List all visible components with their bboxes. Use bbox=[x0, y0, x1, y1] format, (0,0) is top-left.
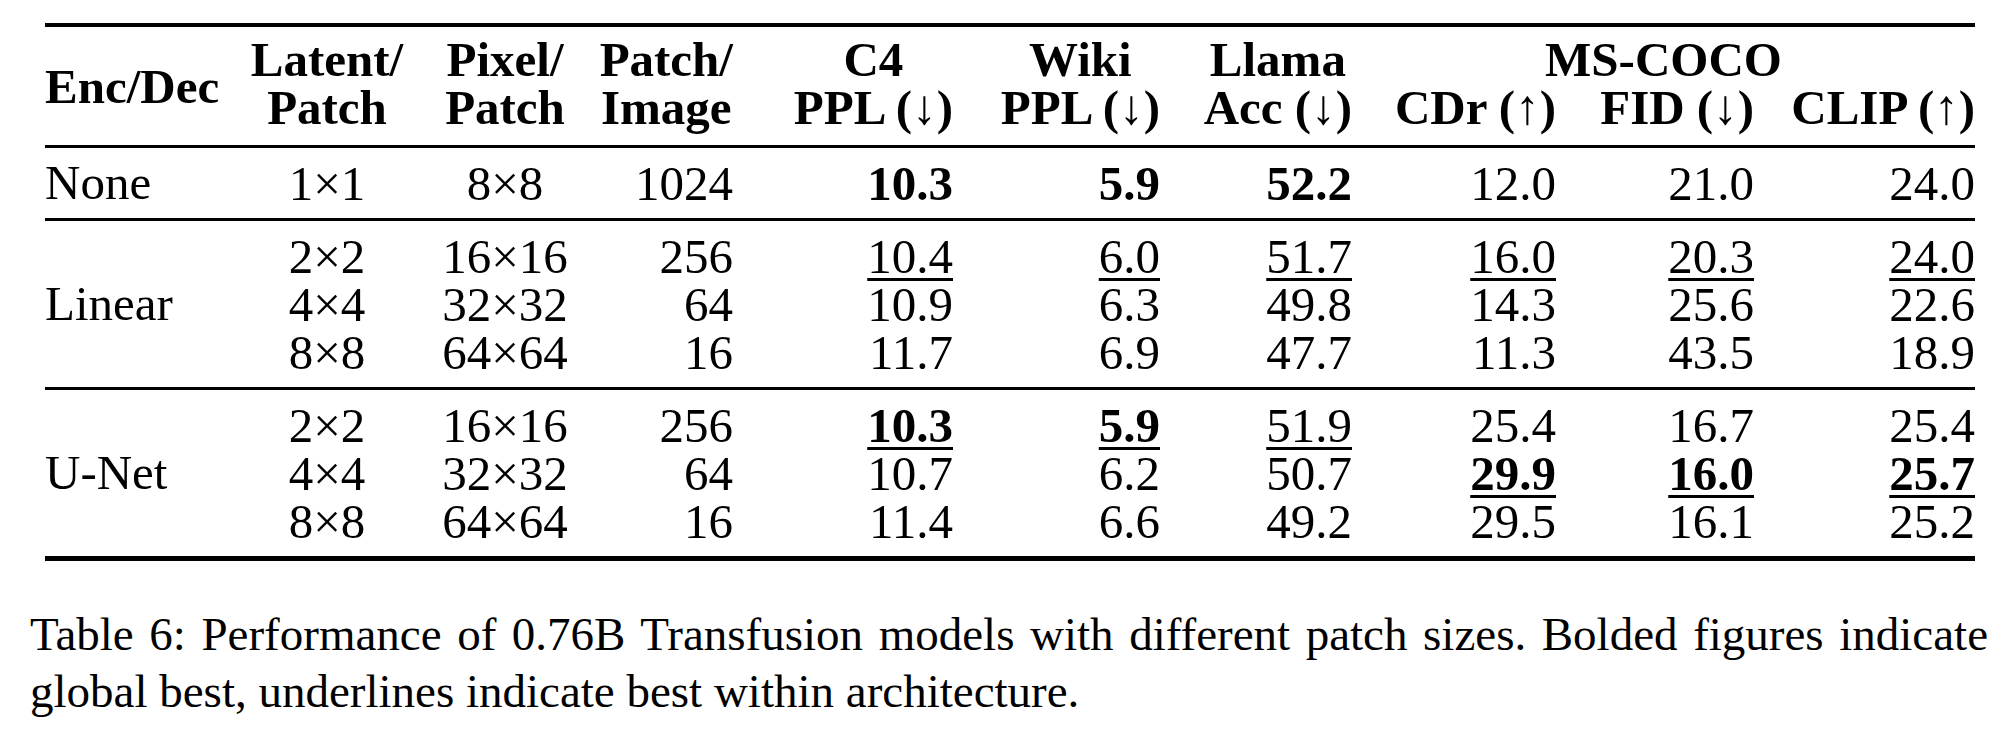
value-cell: 10.9 bbox=[733, 281, 953, 329]
value-cell: 11.3 bbox=[1352, 329, 1556, 389]
value-cell: 47.7 bbox=[1160, 329, 1352, 389]
value-cell: 5.9 bbox=[953, 388, 1160, 450]
value-cell: 16×16 bbox=[419, 219, 591, 281]
value-cell: 64 bbox=[591, 450, 733, 498]
group-label: None bbox=[45, 146, 235, 219]
value-cell: 25.6 bbox=[1556, 281, 1754, 329]
value-cell: 10.3 bbox=[733, 146, 953, 219]
table-row: U-Net2×216×1625610.35.951.925.416.725.4 bbox=[45, 388, 1975, 450]
value-cell: 49.2 bbox=[1160, 498, 1352, 559]
value-cell: 8×8 bbox=[419, 146, 591, 219]
results-table: Enc/Dec Latent/Patch Pixel/Patch Patch/I… bbox=[45, 23, 1975, 561]
value-cell: 51.7 bbox=[1160, 219, 1352, 281]
value-cell: 52.2 bbox=[1160, 146, 1352, 219]
value-cell: 6.6 bbox=[953, 498, 1160, 559]
value-cell: 64×64 bbox=[419, 498, 591, 559]
value-cell: 2×2 bbox=[235, 388, 419, 450]
col-header-patch-image: Patch/Image bbox=[591, 25, 733, 146]
table-caption: Table 6: Performance of 0.76B Transfusio… bbox=[30, 606, 1988, 720]
table-group-none: None1×18×8102410.35.952.212.021.024.0 bbox=[45, 146, 1975, 219]
value-cell: 6.9 bbox=[953, 329, 1160, 389]
caption-line-1: Table 6: Performance of 0.76B Transfusio… bbox=[30, 606, 1988, 663]
value-cell: 10.7 bbox=[733, 450, 953, 498]
table-row: Linear2×216×1625610.46.051.716.020.324.0 bbox=[45, 219, 1975, 281]
value-cell: 16.0 bbox=[1556, 450, 1754, 498]
value-cell: 24.0 bbox=[1754, 219, 1975, 281]
value-cell: 256 bbox=[591, 219, 733, 281]
header-row-1: Enc/Dec Latent/Patch Pixel/Patch Patch/I… bbox=[45, 25, 1975, 84]
value-cell: 12.0 bbox=[1352, 146, 1556, 219]
col-header-c4-ppl: C4PPL (↓) bbox=[733, 25, 953, 146]
table-row: 4×432×326410.96.349.814.325.622.6 bbox=[45, 281, 1975, 329]
table-row: None1×18×8102410.35.952.212.021.024.0 bbox=[45, 146, 1975, 219]
col-header-pixel-patch: Pixel/Patch bbox=[419, 25, 591, 146]
col-header-fid: FID (↓) bbox=[1556, 84, 1754, 146]
value-cell: 22.6 bbox=[1754, 281, 1975, 329]
value-cell: 10.4 bbox=[733, 219, 953, 281]
value-cell: 16×16 bbox=[419, 388, 591, 450]
table-group-u-net: U-Net2×216×1625610.35.951.925.416.725.44… bbox=[45, 388, 1975, 558]
results-table-wrapper: Enc/Dec Latent/Patch Pixel/Patch Patch/I… bbox=[45, 23, 1975, 561]
value-cell: 16.1 bbox=[1556, 498, 1754, 559]
value-cell: 32×32 bbox=[419, 281, 591, 329]
group-label: Linear bbox=[45, 219, 235, 388]
table-row: 8×864×641611.76.947.711.343.518.9 bbox=[45, 329, 1975, 389]
value-cell: 64 bbox=[591, 281, 733, 329]
value-cell: 4×4 bbox=[235, 281, 419, 329]
value-cell: 51.9 bbox=[1160, 388, 1352, 450]
value-cell: 16.0 bbox=[1352, 219, 1556, 281]
caption-line-2: global best, underlines indicate best wi… bbox=[30, 663, 1988, 720]
value-cell: 6.2 bbox=[953, 450, 1160, 498]
value-cell: 2×2 bbox=[235, 219, 419, 281]
value-cell: 24.0 bbox=[1754, 146, 1975, 219]
value-cell: 8×8 bbox=[235, 498, 419, 559]
value-cell: 8×8 bbox=[235, 329, 419, 389]
group-label: U-Net bbox=[45, 388, 235, 558]
value-cell: 25.7 bbox=[1754, 450, 1975, 498]
col-header-llama-acc: LlamaAcc (↓) bbox=[1160, 25, 1352, 146]
value-cell: 29.5 bbox=[1352, 498, 1556, 559]
table-row: 4×432×326410.76.250.729.916.025.7 bbox=[45, 450, 1975, 498]
col-header-latent-patch: Latent/Patch bbox=[235, 25, 419, 146]
value-cell: 32×32 bbox=[419, 450, 591, 498]
table-header: Enc/Dec Latent/Patch Pixel/Patch Patch/I… bbox=[45, 25, 1975, 146]
value-cell: 16 bbox=[591, 498, 733, 559]
value-cell: 18.9 bbox=[1754, 329, 1975, 389]
col-header-clip: CLIP (↑) bbox=[1754, 84, 1975, 146]
value-cell: 6.3 bbox=[953, 281, 1160, 329]
value-cell: 11.7 bbox=[733, 329, 953, 389]
value-cell: 20.3 bbox=[1556, 219, 1754, 281]
value-cell: 49.8 bbox=[1160, 281, 1352, 329]
value-cell: 25.4 bbox=[1754, 388, 1975, 450]
value-cell: 25.2 bbox=[1754, 498, 1975, 559]
value-cell: 256 bbox=[591, 388, 733, 450]
value-cell: 16 bbox=[591, 329, 733, 389]
value-cell: 29.9 bbox=[1352, 450, 1556, 498]
col-header-cdr: CDr (↑) bbox=[1352, 84, 1556, 146]
value-cell: 4×4 bbox=[235, 450, 419, 498]
value-cell: 64×64 bbox=[419, 329, 591, 389]
col-group-header-ms-coco: MS-COCO bbox=[1352, 25, 1975, 84]
value-cell: 1024 bbox=[591, 146, 733, 219]
value-cell: 21.0 bbox=[1556, 146, 1754, 219]
value-cell: 11.4 bbox=[733, 498, 953, 559]
value-cell: 1×1 bbox=[235, 146, 419, 219]
value-cell: 6.0 bbox=[953, 219, 1160, 281]
table-group-linear: Linear2×216×1625610.46.051.716.020.324.0… bbox=[45, 219, 1975, 388]
value-cell: 25.4 bbox=[1352, 388, 1556, 450]
value-cell: 5.9 bbox=[953, 146, 1160, 219]
value-cell: 43.5 bbox=[1556, 329, 1754, 389]
col-header-wiki-ppl: WikiPPL (↓) bbox=[953, 25, 1160, 146]
value-cell: 50.7 bbox=[1160, 450, 1352, 498]
table-row: 8×864×641611.46.649.229.516.125.2 bbox=[45, 498, 1975, 559]
value-cell: 10.3 bbox=[733, 388, 953, 450]
col-header-enc-dec: Enc/Dec bbox=[45, 25, 235, 146]
value-cell: 14.3 bbox=[1352, 281, 1556, 329]
value-cell: 16.7 bbox=[1556, 388, 1754, 450]
